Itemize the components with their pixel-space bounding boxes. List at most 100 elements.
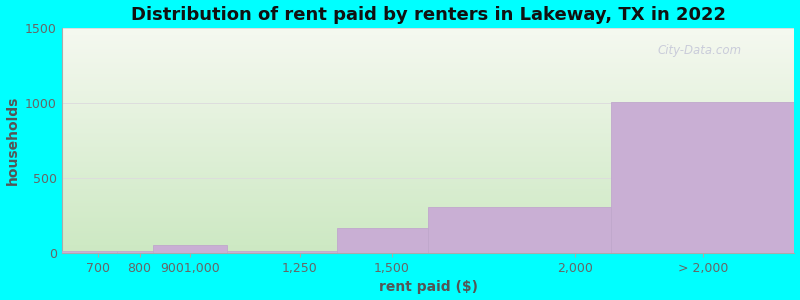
Text: City-Data.com: City-Data.com xyxy=(657,44,742,57)
Bar xyxy=(62,162,794,163)
Bar xyxy=(62,148,794,149)
Bar xyxy=(62,149,794,150)
Bar xyxy=(62,199,794,200)
Bar xyxy=(62,213,794,214)
Bar xyxy=(62,233,794,234)
Bar xyxy=(62,70,794,71)
Bar xyxy=(62,232,794,233)
Bar xyxy=(62,36,794,37)
Bar xyxy=(62,161,794,162)
Bar xyxy=(62,143,794,144)
Bar xyxy=(62,72,794,73)
Bar xyxy=(62,123,794,124)
Bar xyxy=(62,197,794,198)
Bar xyxy=(62,243,794,244)
Bar xyxy=(62,134,794,135)
Bar xyxy=(62,112,794,113)
Bar xyxy=(62,46,794,47)
Bar xyxy=(62,206,794,207)
Bar xyxy=(62,146,794,147)
Bar xyxy=(62,216,794,217)
Bar xyxy=(62,39,794,40)
Bar xyxy=(62,188,794,189)
Bar xyxy=(62,101,794,102)
Bar xyxy=(62,209,794,210)
Bar xyxy=(62,69,794,70)
Bar xyxy=(62,222,794,223)
Bar xyxy=(62,245,794,246)
Bar xyxy=(62,195,794,196)
Bar xyxy=(62,252,794,253)
Bar xyxy=(62,192,794,193)
Bar xyxy=(62,71,794,72)
Bar xyxy=(62,130,794,131)
Title: Distribution of rent paid by renters in Lakeway, TX in 2022: Distribution of rent paid by renters in … xyxy=(130,6,726,24)
Bar xyxy=(62,215,794,216)
Bar xyxy=(62,129,794,130)
Bar xyxy=(62,223,794,224)
Bar xyxy=(62,67,794,68)
Bar xyxy=(62,63,794,64)
Bar xyxy=(62,235,794,236)
Bar xyxy=(62,122,794,123)
Bar xyxy=(62,236,794,237)
Bar xyxy=(62,40,794,41)
Bar xyxy=(62,52,794,53)
Bar xyxy=(62,133,794,134)
Bar xyxy=(62,41,794,42)
Bar xyxy=(62,144,794,145)
Bar xyxy=(62,210,794,211)
Bar xyxy=(62,115,794,116)
Bar xyxy=(62,50,794,51)
Bar xyxy=(62,111,794,112)
Bar xyxy=(62,230,794,231)
Bar xyxy=(62,185,794,186)
Bar xyxy=(62,64,794,65)
Bar xyxy=(62,200,794,201)
X-axis label: rent paid ($): rent paid ($) xyxy=(378,280,478,294)
Bar xyxy=(62,119,794,120)
Bar xyxy=(62,207,794,208)
Bar xyxy=(62,80,794,81)
Bar xyxy=(62,140,794,141)
Bar xyxy=(62,241,794,242)
Bar xyxy=(62,83,794,84)
Bar xyxy=(62,150,794,151)
Bar xyxy=(62,40,794,41)
Bar xyxy=(62,205,794,206)
Bar xyxy=(62,90,794,91)
Bar xyxy=(62,136,794,137)
Bar xyxy=(62,37,794,38)
Bar xyxy=(62,135,794,136)
Bar xyxy=(62,248,794,249)
Bar xyxy=(62,193,794,194)
Bar xyxy=(62,84,794,85)
Bar xyxy=(62,139,794,140)
Bar xyxy=(62,121,794,122)
Bar xyxy=(62,34,794,35)
Bar xyxy=(62,82,794,83)
Bar xyxy=(62,214,794,215)
Bar xyxy=(62,78,794,79)
Bar xyxy=(62,168,794,169)
Bar xyxy=(62,228,794,229)
Bar xyxy=(62,160,794,161)
Bar xyxy=(62,102,794,103)
Bar xyxy=(62,167,794,168)
Bar xyxy=(62,227,794,228)
Bar xyxy=(62,246,794,247)
Bar xyxy=(62,220,794,221)
Bar xyxy=(62,77,794,78)
Bar xyxy=(62,33,794,34)
Bar xyxy=(62,93,794,94)
Bar xyxy=(62,117,794,118)
Bar xyxy=(62,107,794,108)
Bar xyxy=(62,110,794,111)
Bar xyxy=(62,59,794,60)
Bar xyxy=(62,57,794,58)
Bar xyxy=(62,31,794,32)
Bar xyxy=(62,153,794,154)
Bar xyxy=(62,103,794,104)
Bar xyxy=(62,55,794,56)
Bar xyxy=(62,42,794,43)
